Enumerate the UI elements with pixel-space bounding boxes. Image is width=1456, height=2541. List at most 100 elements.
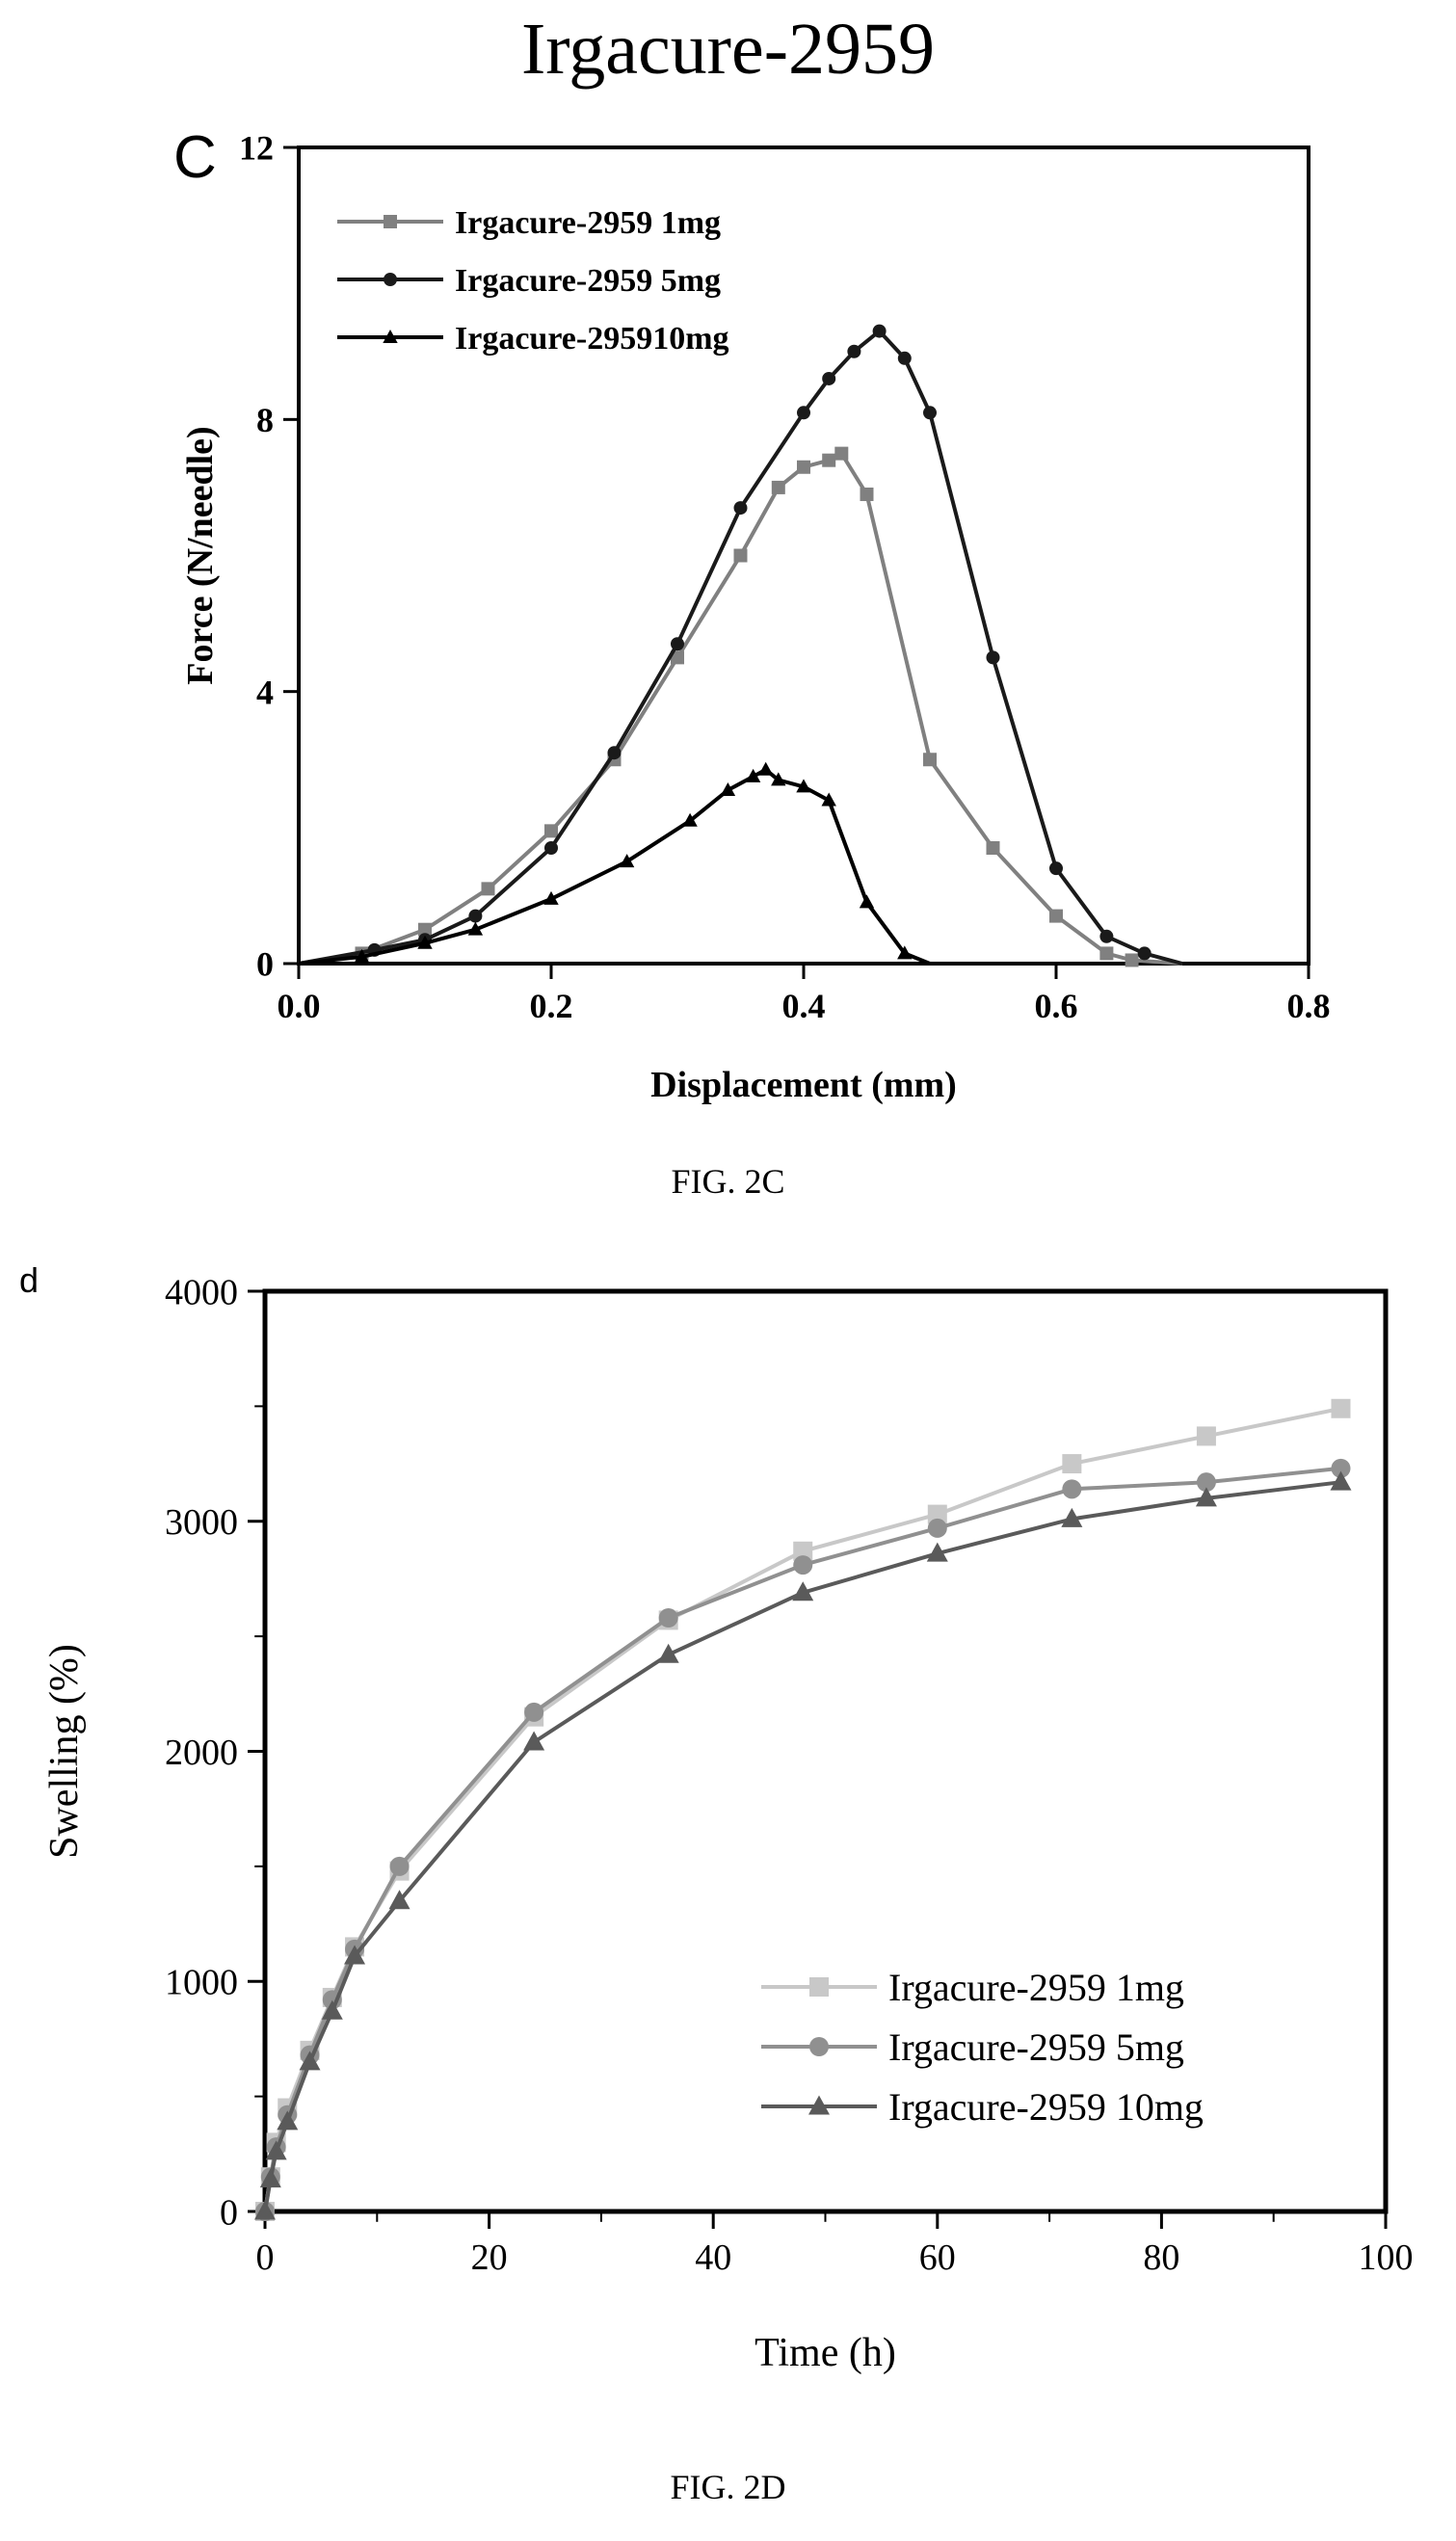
data-point-series-1 xyxy=(671,650,684,665)
panel-label-c: C xyxy=(173,124,217,191)
data-point-series-2 xyxy=(927,1518,947,1538)
data-point-series-1 xyxy=(822,453,836,467)
data-point-series-3 xyxy=(792,1581,814,1601)
y-tick-label: 4000 xyxy=(165,1272,238,1312)
data-point-series-1 xyxy=(797,460,810,474)
data-point-series-3 xyxy=(467,921,484,936)
data-point-series-2 xyxy=(468,909,483,923)
data-point-series-3 xyxy=(388,1890,410,1910)
x-tick-label: 80 xyxy=(1143,2237,1179,2278)
y-tick-label: 12 xyxy=(239,129,274,168)
data-point-series-2 xyxy=(872,324,887,338)
data-point-series-1 xyxy=(1062,1454,1082,1474)
data-point-series-3 xyxy=(1061,1507,1083,1527)
data-point-series-2 xyxy=(389,1856,410,1876)
data-point-series-3 xyxy=(354,948,370,963)
data-point-series-3 xyxy=(745,768,761,782)
data-point-series-3 xyxy=(619,854,635,868)
plot-frame xyxy=(262,1288,1389,2214)
data-point-series-3 xyxy=(523,1731,545,1751)
data-point-series-3 xyxy=(277,2110,299,2131)
chart-force-displacement: 0.0 0.2 0.4 0.6 0.8 0 4 8 12 Displacement (mm) For… xyxy=(180,129,1331,1105)
data-point-series-1 xyxy=(544,824,558,838)
data-point-series-1 xyxy=(927,1504,947,1524)
y-tick-label: 0 xyxy=(220,2192,238,2233)
y-tick-label: 2000 xyxy=(165,1733,238,1773)
legend-entry: Irgacure-295910mg xyxy=(455,321,729,357)
data-point-series-1 xyxy=(1125,953,1139,967)
data-point-series-3 xyxy=(821,792,836,807)
data-point-series-2 xyxy=(897,351,912,365)
data-point-series-2 xyxy=(1099,929,1114,943)
data-point-series-3 xyxy=(897,945,913,960)
x-axis-label: Displacement (mm) xyxy=(650,1065,957,1105)
legend-marker xyxy=(808,2095,830,2115)
legend-marker xyxy=(809,1977,829,1997)
data-point-series-2 xyxy=(847,344,861,358)
legend-marker xyxy=(809,2037,829,2056)
data-point-series-2 xyxy=(797,406,810,420)
x-tick-label: 0.6 xyxy=(1035,987,1078,1025)
legend-marker xyxy=(383,329,398,343)
series-line-1 xyxy=(298,451,1183,966)
data-point-series-3 xyxy=(299,2051,321,2071)
data-point-series-2 xyxy=(524,1702,544,1722)
data-point-series-1 xyxy=(860,487,874,501)
data-point-series-2 xyxy=(1049,861,1063,876)
plot-frame xyxy=(297,146,1310,966)
y-axis-label: Force (N/needle) xyxy=(180,426,221,684)
data-point-series-2 xyxy=(1137,946,1152,961)
legend-marker xyxy=(384,215,397,228)
data-point-series-2 xyxy=(733,501,748,516)
data-point-series-3 xyxy=(417,935,433,949)
data-point-series-2 xyxy=(822,371,836,385)
data-point-series-3 xyxy=(321,1999,343,2020)
y-tick-label: 4 xyxy=(256,673,274,711)
data-point-series-2 xyxy=(1196,1472,1216,1493)
data-point-series-3 xyxy=(720,781,736,796)
x-tick-label: 0.2 xyxy=(530,987,573,1025)
data-point-series-2 xyxy=(1331,1458,1351,1478)
data-point-series-3 xyxy=(796,779,811,793)
data-point-series-2 xyxy=(658,1608,678,1628)
data-point-series-3 xyxy=(682,812,698,827)
data-point-series-3 xyxy=(771,772,786,786)
data-point-series-2 xyxy=(607,746,622,760)
data-point-series-1 xyxy=(771,480,785,494)
y-tick-label: 0 xyxy=(256,945,274,984)
panel-label-d: d xyxy=(19,1260,40,1300)
legend-entry: Irgacure-2959 10mg xyxy=(888,2085,1204,2129)
legend-entry: Irgacure-2959 5mg xyxy=(455,263,721,299)
data-point-series-3 xyxy=(265,2140,287,2160)
y-tick-label: 8 xyxy=(256,401,274,439)
legend-marker xyxy=(384,273,397,286)
data-point-series-2 xyxy=(793,1555,813,1575)
legend-entry: Irgacure-2959 5mg xyxy=(888,2025,1184,2069)
data-point-series-2 xyxy=(1062,1479,1082,1499)
y-tick-label: 3000 xyxy=(165,1502,238,1543)
data-point-series-1 xyxy=(418,922,432,937)
data-point-series-2 xyxy=(671,637,684,651)
legend-entry: Irgacure-2959 1mg xyxy=(455,205,721,241)
y-tick-label: 1000 xyxy=(165,1963,238,2003)
y-axis-label: Swelling (%) xyxy=(42,1644,87,1859)
data-point-series-2 xyxy=(986,650,1000,665)
data-point-series-3 xyxy=(758,761,774,776)
data-point-series-3 xyxy=(254,2200,276,2220)
data-point-series-2 xyxy=(923,406,937,420)
caption-fig-2c: FIG. 2C xyxy=(671,1162,785,1201)
x-tick-label: 0 xyxy=(256,2237,275,2278)
data-point-series-3 xyxy=(926,1542,948,1562)
page-title: Irgacure-2959 xyxy=(520,9,936,90)
data-point-series-3 xyxy=(1195,1487,1217,1507)
data-point-series-1 xyxy=(1196,1426,1216,1446)
data-point-series-1 xyxy=(923,753,937,767)
x-tick-label: 0.8 xyxy=(1287,987,1331,1025)
data-point-series-1 xyxy=(1049,909,1063,923)
x-tick-label: 60 xyxy=(919,2237,956,2278)
data-point-series-1 xyxy=(481,882,495,896)
data-point-series-3 xyxy=(657,1643,679,1663)
data-point-series-3 xyxy=(259,2168,281,2188)
data-point-series-1 xyxy=(986,841,1000,856)
data-point-series-1 xyxy=(1331,1398,1351,1418)
